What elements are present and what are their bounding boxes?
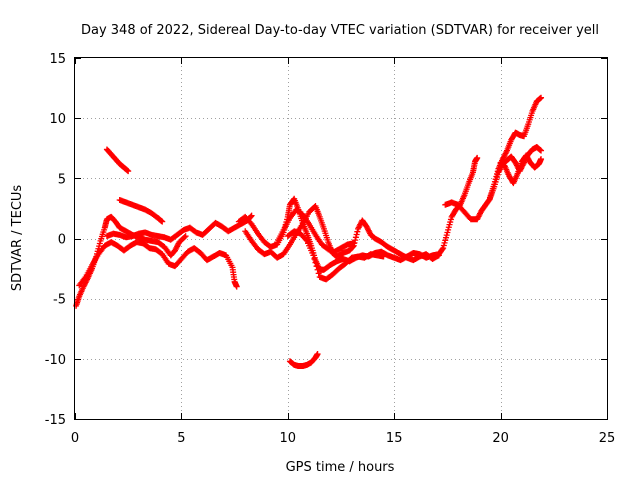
x-tick-label: 15 xyxy=(386,431,403,446)
x-tick-label: 10 xyxy=(280,431,297,446)
data-point xyxy=(310,252,317,259)
data-point xyxy=(435,252,442,259)
data-point xyxy=(380,253,387,260)
y-tick-label: 5 xyxy=(58,172,66,187)
x-tick-labels: 0 5 10 15 20 25 xyxy=(71,431,615,446)
x-axis-label: GPS time / hours xyxy=(286,460,395,475)
data-point xyxy=(247,213,254,220)
data-point xyxy=(538,94,545,101)
data-series xyxy=(73,94,545,370)
data-point xyxy=(353,231,360,238)
data-point xyxy=(159,218,166,225)
data-point xyxy=(354,228,361,235)
series-arc-lower-center xyxy=(286,351,321,370)
data-point xyxy=(538,147,545,154)
data-point xyxy=(352,234,359,241)
series-arc-mid-left xyxy=(103,212,255,243)
gridlines xyxy=(75,58,607,419)
x-tick-label: 20 xyxy=(492,431,509,446)
x-tick-label: 5 xyxy=(177,431,185,446)
chart-title: Day 348 of 2022, Sidereal Day-to-day VTE… xyxy=(81,23,599,38)
x-tick-label: 0 xyxy=(71,431,79,446)
data-point xyxy=(352,237,359,244)
data-point xyxy=(350,240,357,247)
data-point xyxy=(314,266,321,273)
series-arc-right-c xyxy=(497,152,545,187)
y-tick-label: -10 xyxy=(45,353,66,368)
data-point xyxy=(474,154,481,161)
data-point xyxy=(315,270,322,277)
series-arc-center-d xyxy=(274,206,357,255)
data-point xyxy=(248,212,255,219)
plot-frame xyxy=(74,57,608,420)
series-arc-upper-short xyxy=(103,146,132,175)
data-point xyxy=(181,234,188,241)
data-point xyxy=(314,351,321,358)
data-point xyxy=(233,283,240,290)
data-point xyxy=(302,236,309,243)
y-axis-label: SDTVAR / TECUs xyxy=(10,185,25,292)
y-tick-label: -5 xyxy=(53,293,66,308)
series-arc-upper-mid xyxy=(116,196,166,225)
y-tick-label: -15 xyxy=(45,413,66,428)
data-point xyxy=(182,233,189,240)
data-point xyxy=(311,255,318,262)
y-tick-label: 0 xyxy=(58,233,66,248)
data-point xyxy=(312,259,319,266)
y-tick-label: 15 xyxy=(49,52,66,67)
series-arc-main-left xyxy=(73,213,189,309)
data-point xyxy=(125,168,132,175)
series-arc-right-b xyxy=(486,94,545,201)
series-arc-low-left xyxy=(76,239,240,290)
data-point xyxy=(313,263,320,270)
x-tick-label: 25 xyxy=(599,431,616,446)
data-point xyxy=(538,156,545,163)
series-arc-center-c xyxy=(284,228,387,283)
y-tick-label: 10 xyxy=(49,112,66,127)
data-point xyxy=(439,246,446,253)
y-tick-labels: -15 -10 -5 0 5 10 15 xyxy=(45,52,66,428)
